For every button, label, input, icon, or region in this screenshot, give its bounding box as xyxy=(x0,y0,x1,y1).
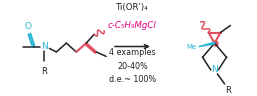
Text: N: N xyxy=(41,42,48,51)
Text: N: N xyxy=(211,65,218,74)
Text: R: R xyxy=(42,67,47,76)
Text: O: O xyxy=(24,22,31,31)
Text: Ti(ORʹ)₄: Ti(ORʹ)₄ xyxy=(116,3,149,12)
Text: Me: Me xyxy=(186,44,197,50)
Text: 20-40%: 20-40% xyxy=(117,62,148,71)
Text: R: R xyxy=(225,86,231,95)
Text: 4 examples: 4 examples xyxy=(109,48,156,57)
Text: c-C₅H₉MgCl: c-C₅H₉MgCl xyxy=(108,21,157,30)
Text: d.e.~ 100%: d.e.~ 100% xyxy=(109,74,156,84)
Polygon shape xyxy=(199,42,215,47)
